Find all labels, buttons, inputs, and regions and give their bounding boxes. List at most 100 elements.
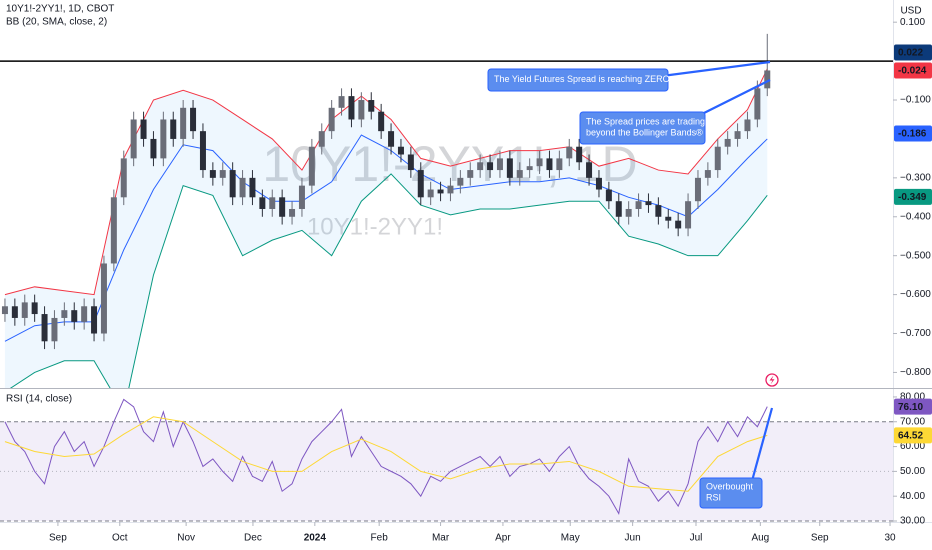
x-tick-label: Nov [177, 533, 195, 544]
annotation-line: beyond the Bollinger Bands® [586, 128, 703, 138]
candle-body [526, 166, 533, 171]
candle-body [556, 158, 563, 171]
annotation-text: The Spread prices are trading beyond the … [586, 117, 705, 138]
candle-body [61, 310, 68, 318]
candle-body [328, 107, 335, 132]
price-tag-label: 0.022 [898, 48, 923, 59]
candle-body [219, 170, 226, 178]
candle-body [388, 131, 395, 147]
candle-body [724, 138, 731, 147]
candle-body [348, 96, 355, 120]
price-tag-label: 64.52 [898, 430, 923, 441]
candle-body [71, 310, 78, 322]
candle-body [269, 197, 276, 209]
candle-body [427, 189, 434, 198]
candle-body [51, 317, 58, 342]
alert-icon [765, 373, 779, 387]
pane [0, 33, 893, 388]
candle-body [734, 131, 741, 139]
candle-body [655, 205, 662, 217]
currency: USD [900, 6, 921, 17]
annotation-pointer [661, 60, 771, 78]
candle-body [41, 314, 48, 342]
candle-body [397, 146, 404, 155]
price-tag-label: -0.024 [898, 66, 927, 77]
annotation-pointer [750, 407, 774, 482]
rsi-title: RSI (14, close) [6, 394, 72, 405]
y-tick-label: −0.800 [900, 367, 931, 378]
candle-body [694, 177, 701, 202]
candle-body [130, 119, 137, 159]
price-tag [894, 125, 932, 142]
y-tick-label: −0.700 [900, 328, 931, 339]
candle-body [477, 162, 484, 171]
y-tick-label: 70.00 [900, 416, 925, 427]
price-tag [894, 188, 932, 205]
candle-body [447, 185, 454, 194]
x-tick-label: Jul [690, 533, 703, 544]
candle-body [199, 131, 206, 171]
watermark-symbol: 10Y1!-2YY1! [307, 213, 443, 240]
x-tick-label: Mar [432, 533, 450, 544]
candle-body [605, 189, 612, 202]
rsi-line [4, 398, 768, 516]
candle-body [754, 88, 761, 120]
candle-body [417, 170, 424, 198]
candle-body [289, 208, 296, 217]
annotation-pointer [697, 79, 771, 117]
candle-body [308, 146, 315, 186]
candle-body [150, 138, 157, 159]
y-tick-label: −0.500 [900, 250, 931, 261]
candle-body [140, 119, 147, 139]
y-tick-label: −0.300 [900, 172, 931, 183]
annotation-text: The Yield Futures Spread is reaching ZER… [494, 74, 683, 84]
candle-body [635, 201, 642, 209]
candle-body [467, 170, 474, 178]
x-tick-label: 30 [884, 533, 896, 544]
candle-body [338, 96, 345, 108]
x-tick-label: Feb [371, 533, 389, 544]
y-tick-label: 60.00 [900, 441, 925, 452]
y-tick-label: 30.00 [900, 516, 925, 527]
indicator-title: BB (20, SMA, close, 2) [6, 17, 107, 28]
x-tick-label: Aug [751, 533, 769, 544]
price-tag-label: -0.186 [898, 129, 927, 140]
annotation-line: The Yield Futures Spread is reaching ZER… [494, 74, 683, 84]
annotation-text: Overbought RSI [706, 482, 754, 503]
y-tick-label: −0.600 [900, 289, 931, 300]
candle-body [100, 263, 107, 334]
candle-body [358, 100, 365, 120]
candle-body [566, 146, 573, 159]
candle-body [239, 177, 246, 198]
candle-body [11, 306, 18, 318]
price-tag-label: -0.349 [898, 192, 927, 203]
pane [0, 398, 893, 522]
y-tick-label: −0.400 [900, 211, 931, 222]
candle-body [318, 131, 325, 147]
candle-body [437, 189, 444, 194]
candle-body [625, 208, 632, 217]
annotation-line: RSI [706, 493, 721, 503]
candle-body [279, 197, 286, 217]
bollinger-line [9, 173, 768, 388]
candle-body [576, 146, 583, 163]
candle-body [180, 107, 187, 139]
price-tag [894, 427, 932, 444]
candle-body [665, 216, 672, 221]
annotation-line: Overbought [706, 482, 754, 492]
candle-body [764, 70, 771, 89]
candle-body [586, 162, 593, 178]
candle-body [160, 119, 167, 159]
x-tick-label: Jun [625, 533, 641, 544]
candle-body [744, 119, 751, 132]
x-tick-label: Dec [244, 533, 262, 544]
x-tick-label: Sep [811, 533, 829, 544]
candle-body [685, 201, 692, 229]
candle-body [506, 158, 513, 178]
candle-body [487, 162, 494, 171]
price-tag [894, 44, 932, 61]
price-tag [894, 398, 932, 415]
